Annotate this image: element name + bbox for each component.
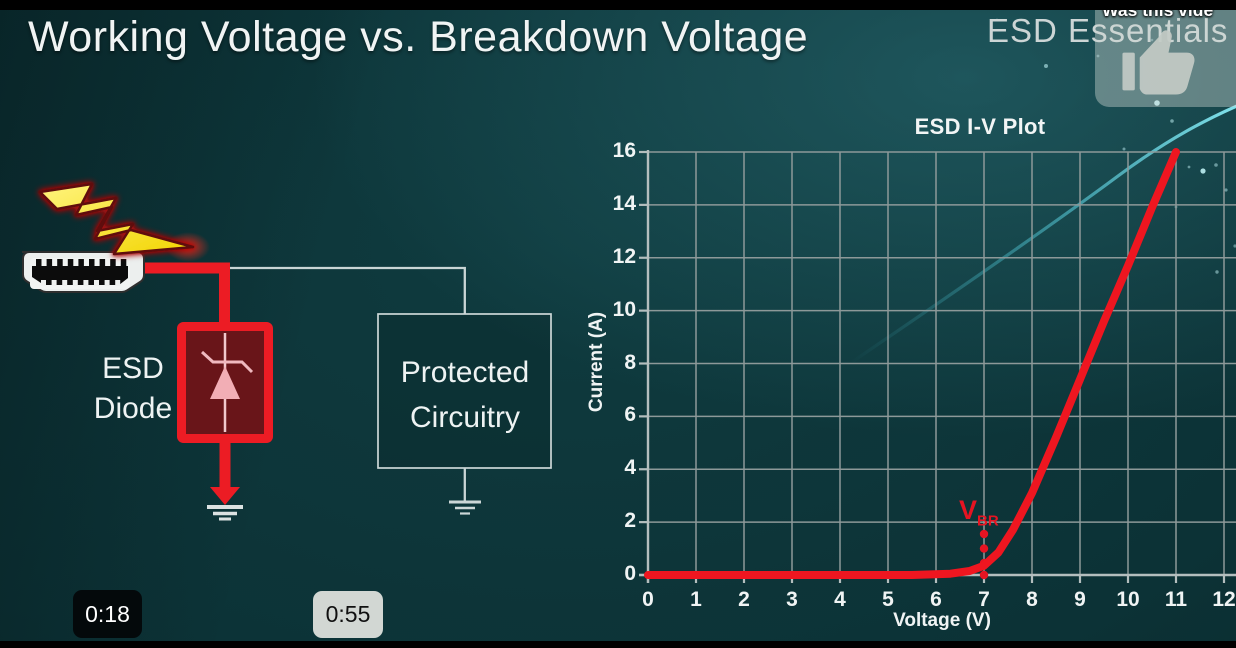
thumbs-up-icon[interactable] (1115, 23, 1199, 97)
vbr-dotted-line-dot (979, 570, 989, 580)
impact-glow (166, 232, 210, 262)
surge-wire (140, 262, 230, 323)
y-tick-label: 2 (624, 509, 636, 533)
y-tick-label: 16 (612, 139, 636, 162)
signal-wire (226, 266, 466, 314)
x-tick-label: 4 (834, 588, 846, 611)
y-tick-label: 12 (612, 244, 636, 268)
vbr-main: V (959, 495, 978, 525)
x-tick-label: 10 (1116, 588, 1140, 611)
x-tick-label: 6 (930, 588, 942, 611)
protected-circuitry-label: Protected Circuitry (378, 350, 552, 440)
x-axis-title: Voltage (V) (893, 610, 991, 631)
x-tick-label: 9 (1074, 588, 1086, 611)
x-tick-label: 1 (690, 588, 702, 611)
letterbox-top (0, 0, 1236, 10)
breakdown-voltage-annotation: VBR (959, 497, 999, 534)
x-tick-label: 12 (1212, 588, 1236, 611)
y-axis-title: Current (A) (586, 311, 607, 413)
esd-diode-label-line2: Diode (93, 392, 173, 425)
vbr-dotted-line-dot (979, 558, 989, 568)
esd-diode-label: ESD Diode (68, 349, 198, 429)
x-tick-label: 2 (738, 588, 750, 611)
zener-diode-symbol (200, 333, 254, 432)
hdmi-connector-icon (21, 251, 146, 293)
y-tick-label: 0 (624, 562, 636, 585)
y-tick-label: 4 (624, 456, 636, 480)
y-tick-label: 8 (624, 350, 636, 374)
vbr-sub: BR (977, 512, 999, 530)
letterbox-bottom (0, 641, 1236, 648)
ground-symbol-icon (449, 500, 481, 515)
current-time-chip: 0:18 (73, 590, 142, 638)
preview-time-chip[interactable]: 0:55 (313, 591, 383, 638)
vbr-dotted-line-dot (979, 544, 989, 553)
ground-symbol-icon (207, 505, 243, 521)
lightning-bolt-icon (38, 182, 195, 256)
protected-label-line1: Protected (400, 356, 530, 389)
y-tick-label: 6 (624, 403, 636, 427)
esd-diode-label-line1: ESD (102, 352, 164, 385)
x-tick-label: 3 (786, 588, 798, 611)
light-streak (851, 104, 1236, 364)
chart-title: ESD I-V Plot (914, 114, 1046, 139)
x-tick-label: 5 (882, 588, 894, 611)
y-tick-label: 10 (612, 297, 636, 321)
x-tick-label: 8 (1026, 588, 1038, 611)
x-tick-label: 7 (978, 588, 990, 611)
protected-label-line2: Circuitry (410, 401, 520, 434)
endscreen-overlay[interactable]: Was this vide (1095, 0, 1236, 107)
y-tick-label: 14 (612, 191, 636, 215)
x-tick-label: 11 (1164, 588, 1188, 611)
surge-arrow (210, 442, 240, 505)
x-tick-label: 0 (642, 588, 654, 611)
brand-text: ESD Essentials (987, 12, 1229, 49)
slide-title: Working Voltage vs. Breakdown Voltage (28, 13, 809, 61)
iv-curve (644, 148, 1180, 579)
